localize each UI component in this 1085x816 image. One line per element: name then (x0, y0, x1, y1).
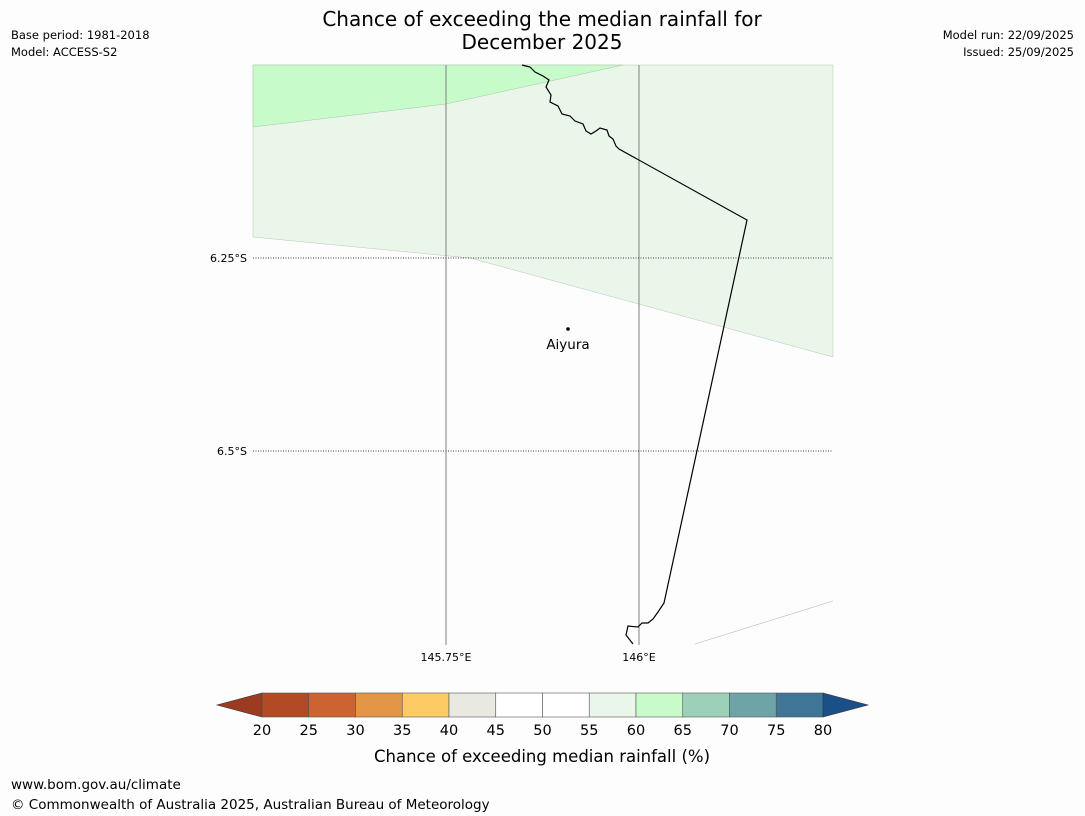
colorbar-segment-50-55 (542, 692, 590, 718)
colorbar-segment-55-60 (588, 692, 637, 718)
colorbar-tick-label: 40 (440, 723, 458, 739)
issued-text: Issued: 25/09/2025 (963, 45, 1074, 59)
model-text: Model: ACCESS-S2 (11, 45, 118, 59)
colorbar-segment-40-45 (448, 692, 497, 718)
colorbar-segment-25-30 (308, 692, 356, 718)
contour-line (694, 600, 834, 645)
footer-copyright: © Commonwealth of Australia 2025, Austra… (11, 797, 490, 813)
meta-right: Model run: 22/09/2025 Issued: 25/09/2025 (943, 27, 1074, 61)
colorbar-segment-20-25 (261, 692, 310, 718)
footer: www.bom.gov.au/climate © Commonwealth of… (11, 775, 490, 815)
colorbar-extend-low (215, 692, 263, 718)
colorbar-extend-high (822, 692, 870, 718)
lon-label-145-75: 145.75°E (421, 651, 472, 664)
title-line-2: December 2025 (461, 30, 623, 54)
aiyura-marker (566, 327, 570, 331)
lon-label-146: 146°E (622, 651, 655, 664)
base-period-text: Base period: 1981-2018 (11, 28, 150, 42)
aiyura-label: Aiyura (546, 337, 589, 353)
colorbar-segment-45-50 (495, 692, 543, 718)
lat-label-6-25: 6.25°S (210, 252, 247, 265)
colorbar-tick-label: 60 (627, 723, 645, 739)
colorbar-tick-label: 45 (487, 723, 505, 739)
colorbar-tick-label: 55 (580, 723, 598, 739)
colorbar-tick-label: 25 (300, 723, 318, 739)
colorbar-tick-label: 80 (814, 723, 832, 739)
lat-label-6-5: 6.5°S (217, 445, 247, 458)
title-line-1: Chance of exceeding the median rainfall … (322, 7, 762, 31)
colorbar-tick-label: 75 (767, 723, 785, 739)
border-line (521, 64, 748, 645)
colorbar-segment-60-65 (635, 692, 684, 718)
colorbar-tick-label: 65 (674, 723, 692, 739)
model-run-text: Model run: 22/09/2025 (942, 28, 1074, 42)
colorbar-segment-65-70 (682, 692, 730, 718)
colorbar-tick-label: 70 (720, 723, 738, 739)
colorbar-segment-75-80 (775, 692, 824, 718)
probability-band-55-60 (252, 64, 834, 358)
footer-url[interactable]: www.bom.gov.au/climate (11, 777, 181, 793)
colorbar-label: Chance of exceeding median rainfall (%) (374, 747, 710, 766)
colorbar-tick-label: 35 (393, 723, 411, 739)
colorbar-tick-label: 50 (533, 723, 551, 739)
meta-left: Base period: 1981-2018 Model: ACCESS-S2 (11, 27, 150, 61)
colorbar-segment-35-40 (401, 692, 450, 718)
colorbar-segment-30-35 (355, 692, 403, 718)
colorbar: 20 25 30 35 40 45 50 55 60 65 70 75 80 (215, 692, 870, 739)
colorbar-segment-70-75 (729, 692, 777, 718)
colorbar-tick-label: 20 (253, 723, 271, 739)
colorbar-tick-label: 30 (346, 723, 364, 739)
map-title: Chance of exceeding the median rainfall … (242, 8, 842, 54)
